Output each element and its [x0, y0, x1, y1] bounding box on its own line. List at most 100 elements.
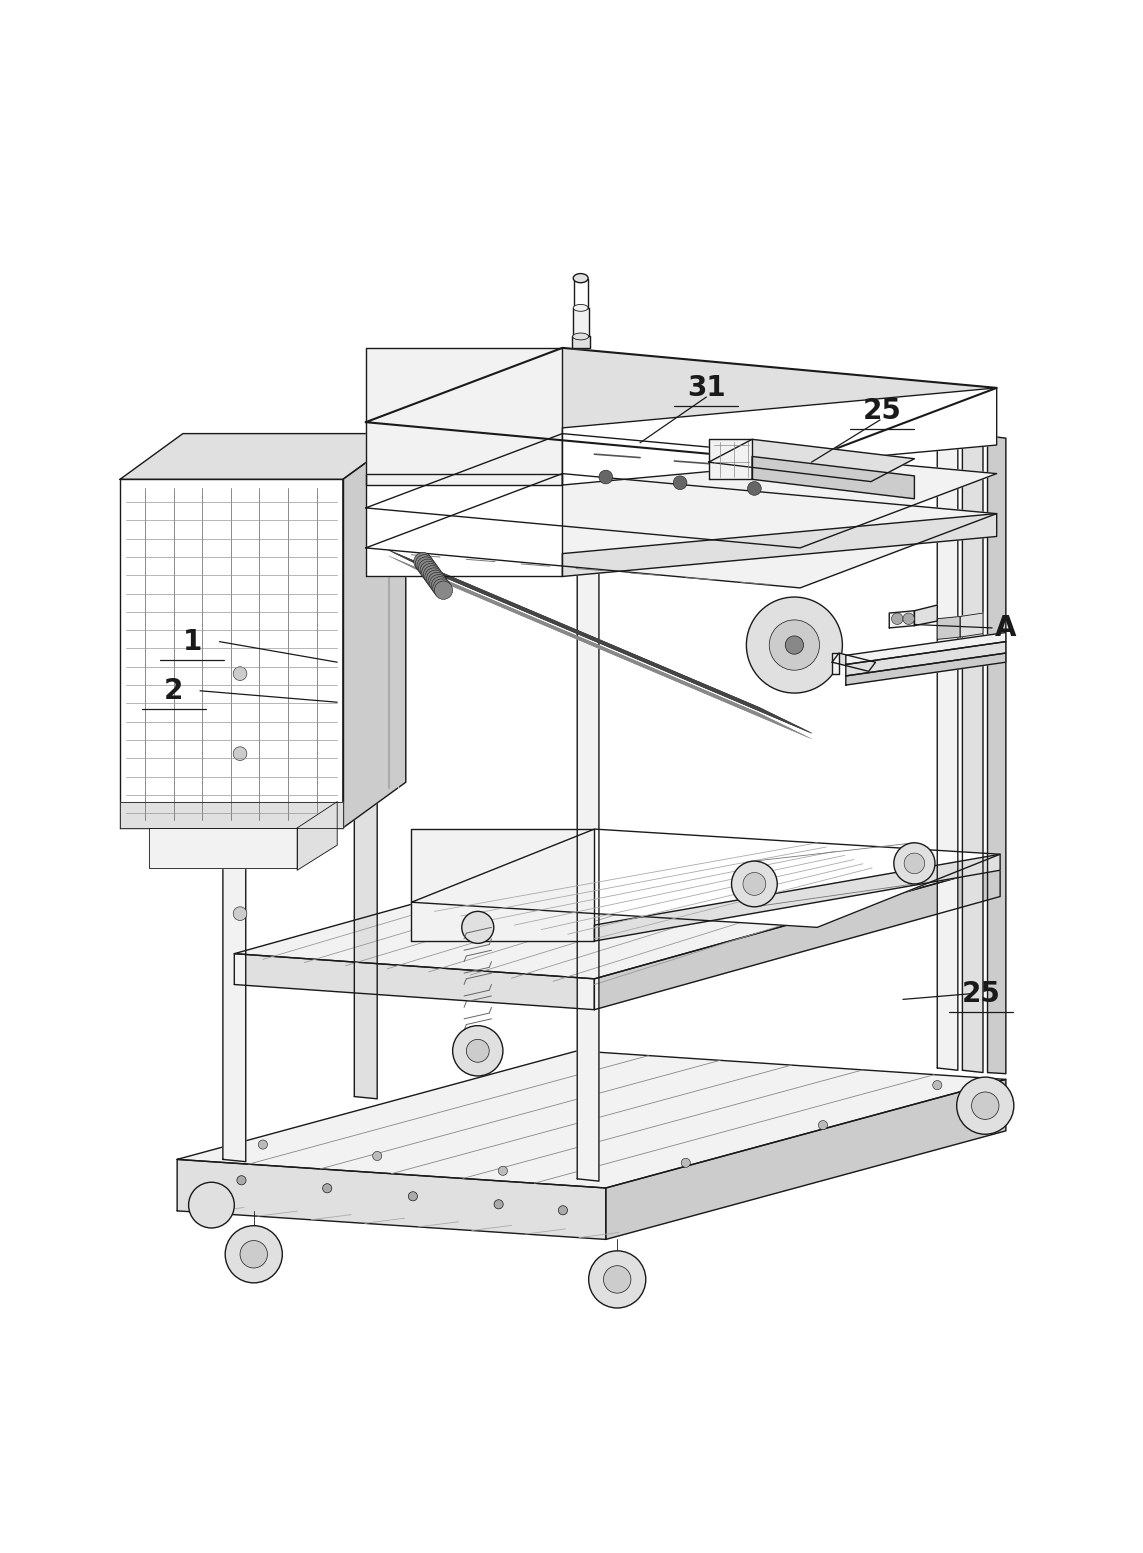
- Circle shape: [743, 873, 766, 896]
- Polygon shape: [223, 500, 246, 1162]
- Circle shape: [453, 1025, 503, 1076]
- Circle shape: [433, 579, 451, 598]
- Polygon shape: [846, 632, 1006, 665]
- Polygon shape: [572, 337, 590, 348]
- Polygon shape: [889, 610, 914, 627]
- Circle shape: [892, 613, 903, 624]
- Circle shape: [417, 558, 435, 575]
- Circle shape: [466, 1039, 489, 1062]
- Circle shape: [189, 1182, 234, 1228]
- Circle shape: [430, 575, 448, 593]
- Circle shape: [237, 1176, 246, 1185]
- Text: 25: 25: [863, 396, 902, 424]
- Polygon shape: [562, 514, 997, 576]
- Polygon shape: [574, 280, 588, 307]
- Polygon shape: [177, 1160, 606, 1239]
- Circle shape: [418, 559, 437, 578]
- Polygon shape: [354, 433, 983, 452]
- Polygon shape: [606, 1079, 1006, 1239]
- Polygon shape: [343, 433, 406, 828]
- Circle shape: [423, 565, 441, 584]
- Circle shape: [233, 747, 247, 761]
- Text: 2: 2: [165, 677, 183, 705]
- Circle shape: [373, 1151, 382, 1160]
- Polygon shape: [937, 432, 958, 1070]
- Polygon shape: [988, 436, 1006, 1073]
- Circle shape: [498, 1166, 507, 1176]
- Polygon shape: [366, 433, 997, 548]
- Polygon shape: [120, 480, 343, 828]
- Circle shape: [972, 1092, 999, 1120]
- Polygon shape: [223, 500, 577, 531]
- Text: 25: 25: [961, 980, 1000, 1008]
- Circle shape: [604, 1266, 631, 1294]
- Circle shape: [732, 860, 777, 907]
- Polygon shape: [297, 801, 337, 870]
- Circle shape: [769, 620, 820, 671]
- Circle shape: [422, 564, 440, 582]
- Circle shape: [494, 1200, 503, 1208]
- Circle shape: [903, 613, 914, 624]
- Polygon shape: [149, 828, 297, 868]
- Polygon shape: [354, 443, 377, 1100]
- Circle shape: [233, 826, 247, 840]
- Polygon shape: [846, 641, 1006, 676]
- Circle shape: [589, 1250, 646, 1308]
- Polygon shape: [832, 654, 876, 671]
- Polygon shape: [594, 865, 1000, 1009]
- Text: A: A: [996, 613, 1016, 641]
- Polygon shape: [366, 348, 562, 485]
- Ellipse shape: [574, 304, 588, 311]
- Circle shape: [431, 576, 449, 595]
- Circle shape: [258, 1140, 267, 1149]
- Circle shape: [559, 1205, 567, 1214]
- Polygon shape: [411, 829, 594, 941]
- Circle shape: [599, 471, 613, 485]
- Polygon shape: [411, 829, 1000, 927]
- Polygon shape: [366, 474, 562, 576]
- Polygon shape: [366, 474, 997, 589]
- Circle shape: [681, 1159, 690, 1168]
- Polygon shape: [366, 348, 997, 463]
- Polygon shape: [937, 617, 960, 640]
- Circle shape: [427, 572, 446, 590]
- Ellipse shape: [573, 332, 589, 340]
- Polygon shape: [234, 954, 594, 1009]
- Circle shape: [426, 570, 445, 589]
- Circle shape: [673, 475, 687, 489]
- Polygon shape: [594, 854, 1000, 941]
- Circle shape: [462, 912, 494, 943]
- Circle shape: [425, 568, 443, 585]
- Circle shape: [225, 1225, 282, 1283]
- Circle shape: [415, 554, 433, 573]
- Circle shape: [233, 907, 247, 921]
- Circle shape: [233, 666, 247, 680]
- Circle shape: [421, 561, 439, 579]
- Polygon shape: [120, 433, 406, 480]
- Polygon shape: [846, 654, 1006, 685]
- Circle shape: [434, 581, 453, 599]
- Polygon shape: [752, 457, 914, 499]
- Polygon shape: [914, 606, 937, 626]
- Circle shape: [933, 1081, 942, 1090]
- Polygon shape: [709, 439, 752, 480]
- Circle shape: [240, 1241, 267, 1267]
- Circle shape: [904, 853, 925, 874]
- Ellipse shape: [574, 273, 588, 283]
- Circle shape: [746, 596, 842, 693]
- Circle shape: [818, 1121, 828, 1129]
- Polygon shape: [177, 1051, 1006, 1188]
- Circle shape: [414, 553, 432, 572]
- Polygon shape: [960, 613, 983, 637]
- Polygon shape: [120, 801, 343, 828]
- Circle shape: [957, 1078, 1014, 1134]
- Circle shape: [408, 1191, 417, 1200]
- Text: 31: 31: [687, 374, 726, 402]
- Polygon shape: [562, 388, 997, 485]
- Polygon shape: [962, 433, 983, 1073]
- Polygon shape: [573, 307, 589, 337]
- Circle shape: [322, 1183, 331, 1193]
- Polygon shape: [709, 439, 914, 481]
- Circle shape: [748, 481, 761, 495]
- Polygon shape: [577, 523, 599, 1182]
